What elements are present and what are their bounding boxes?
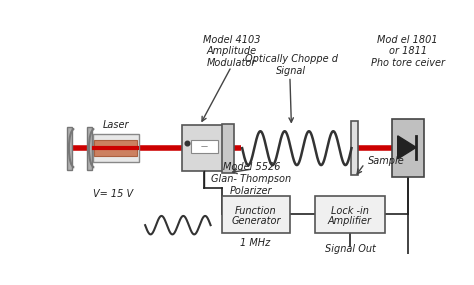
Text: Function: Function — [235, 206, 277, 216]
Text: Mod el 1801
or 1811
Pho tore ceiver: Mod el 1801 or 1811 Pho tore ceiver — [371, 34, 445, 68]
Bar — [93, 134, 139, 162]
Bar — [241, 123, 355, 173]
Text: Amplifier: Amplifier — [328, 215, 372, 225]
Bar — [351, 121, 358, 175]
Bar — [87, 127, 92, 170]
Text: Laser: Laser — [103, 120, 129, 130]
Bar — [222, 123, 235, 173]
Text: Generator: Generator — [231, 215, 281, 225]
Text: Lock -in: Lock -in — [331, 206, 369, 216]
Text: Signal Out: Signal Out — [325, 244, 375, 254]
Bar — [94, 141, 137, 156]
Bar — [315, 196, 385, 233]
Text: Sample: Sample — [368, 156, 405, 166]
Text: Optically Choppe d
Signal: Optically Choppe d Signal — [245, 54, 338, 76]
Text: —: — — [201, 144, 208, 150]
Bar — [392, 119, 424, 178]
Bar — [182, 125, 227, 171]
Bar — [222, 196, 290, 233]
Text: Model 5526
Glan- Thompson
Polarizer: Model 5526 Glan- Thompson Polarizer — [211, 162, 292, 196]
Bar — [191, 141, 218, 153]
Bar — [67, 127, 72, 170]
Polygon shape — [398, 136, 416, 159]
Text: 1 MHz: 1 MHz — [240, 238, 270, 248]
Text: Model 4103
Amplitude
Modulator: Model 4103 Amplitude Modulator — [202, 34, 260, 68]
Text: V= 15 V: V= 15 V — [93, 189, 133, 200]
Circle shape — [185, 141, 190, 146]
